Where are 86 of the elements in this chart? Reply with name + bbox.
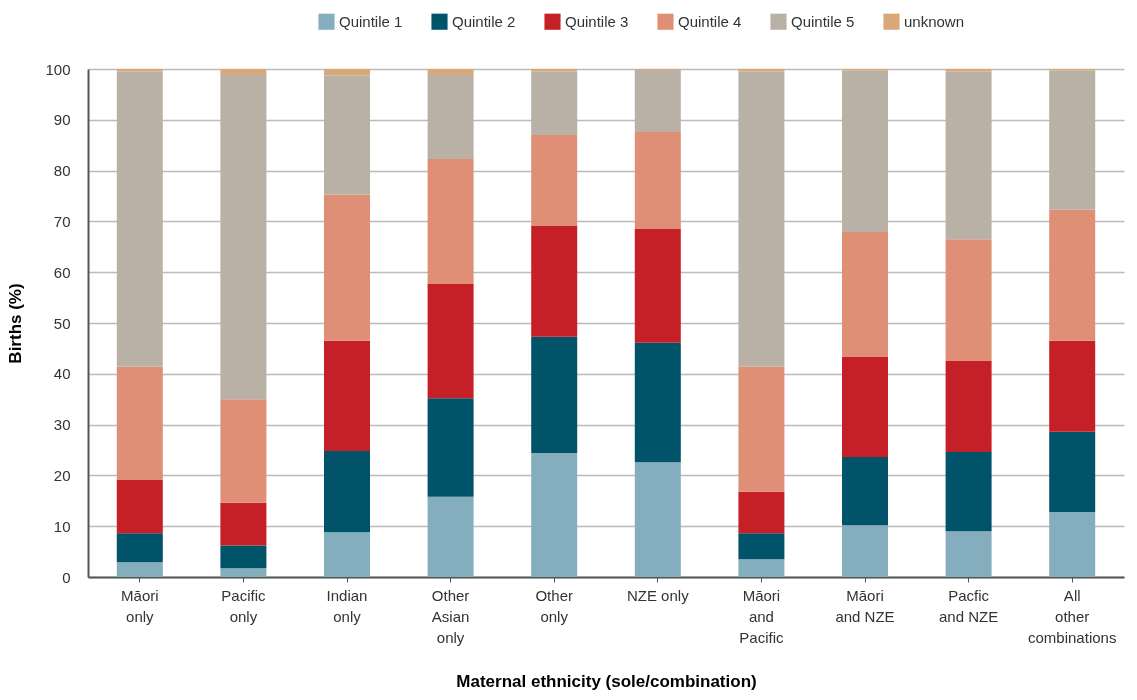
- bar: [116, 479, 163, 534]
- bar: [634, 229, 681, 343]
- legend-label: Quintile 3: [565, 12, 629, 30]
- bar: [427, 69, 474, 76]
- bar: [738, 491, 785, 534]
- bar: [842, 356, 888, 458]
- y-tick-label: 100: [45, 60, 71, 78]
- bar: [842, 232, 888, 357]
- legend-label: unknown: [904, 12, 965, 30]
- bar: [634, 131, 681, 230]
- bar: [116, 366, 163, 480]
- bar: [116, 533, 163, 563]
- x-tick-label: Māori only: [121, 586, 159, 625]
- bar: [842, 457, 888, 526]
- legend-label: Quintile 2: [452, 12, 516, 30]
- bar: [116, 71, 163, 367]
- bar: [738, 366, 785, 492]
- x-tick-label: All other combinations: [1028, 586, 1117, 646]
- bar: [531, 135, 578, 226]
- x-tick-label: Māori and Pacific: [739, 586, 784, 646]
- y-tick-label: 70: [53, 212, 71, 230]
- bar: [1049, 70, 1096, 210]
- bar: [427, 283, 474, 399]
- bar: [220, 69, 267, 76]
- bar: [842, 70, 888, 233]
- x-tick-label: Indian only: [326, 586, 368, 625]
- bar: [842, 525, 888, 577]
- legend-label: Quintile 1: [339, 12, 403, 30]
- bar: [324, 340, 370, 452]
- bar: [531, 69, 578, 72]
- bar: [945, 239, 992, 361]
- y-axis-title: Births (%): [6, 283, 26, 364]
- bar: [1049, 511, 1096, 577]
- x-tick-label: Pacific only: [221, 586, 266, 625]
- bar: [220, 75, 267, 400]
- bar: [634, 462, 681, 577]
- x-tick-label: Māori and NZE: [835, 586, 895, 625]
- bar: [324, 194, 370, 341]
- y-tick-label: 90: [53, 111, 71, 129]
- x-tick-label: Pacfic and NZE: [939, 586, 999, 625]
- bar: [324, 75, 370, 195]
- y-tick-label: 60: [53, 263, 71, 281]
- bar: [738, 533, 785, 560]
- bar: [945, 69, 992, 72]
- bar: [427, 496, 474, 577]
- x-tick-label: Other Asian only: [431, 586, 470, 646]
- bar: [116, 562, 163, 577]
- bar: [1049, 209, 1096, 341]
- y-tick-label: 40: [53, 365, 71, 383]
- bar: [945, 452, 992, 532]
- bar: [220, 545, 267, 569]
- bar: [945, 71, 992, 240]
- x-tick-label: NZE only: [626, 586, 690, 604]
- bar: [427, 158, 474, 284]
- bar: [220, 502, 267, 546]
- bar: [324, 532, 370, 577]
- x-tick-label: Other only: [535, 586, 573, 625]
- x-axis-title: Maternal ethnicity (sole/combination): [456, 671, 757, 691]
- bar: [738, 71, 785, 367]
- bar: [220, 568, 267, 577]
- y-tick-label: 80: [53, 162, 71, 180]
- y-tick-label: 50: [53, 314, 71, 332]
- y-tick-label: 0: [62, 568, 71, 586]
- bar: [738, 69, 785, 72]
- bar: [220, 399, 267, 503]
- bar: [945, 531, 992, 577]
- bar: [531, 71, 578, 136]
- bar: [945, 360, 992, 453]
- bar: [427, 75, 474, 159]
- bar: [634, 342, 681, 463]
- legend-label: Quintile 5: [791, 12, 855, 30]
- legend-label: Quintile 4: [678, 12, 742, 30]
- y-tick-label: 20: [53, 466, 71, 484]
- bar: [427, 398, 474, 497]
- bar: [531, 453, 578, 577]
- y-tick-label: 10: [53, 517, 71, 535]
- bar: [1049, 340, 1096, 432]
- bar: [738, 559, 785, 577]
- bar: [324, 69, 370, 76]
- bar: [1049, 431, 1096, 512]
- bar: [531, 225, 578, 337]
- y-tick-label: 30: [53, 416, 71, 434]
- bar: [634, 70, 681, 132]
- bar: [324, 451, 370, 533]
- bar: [116, 69, 163, 72]
- bar: [531, 336, 578, 454]
